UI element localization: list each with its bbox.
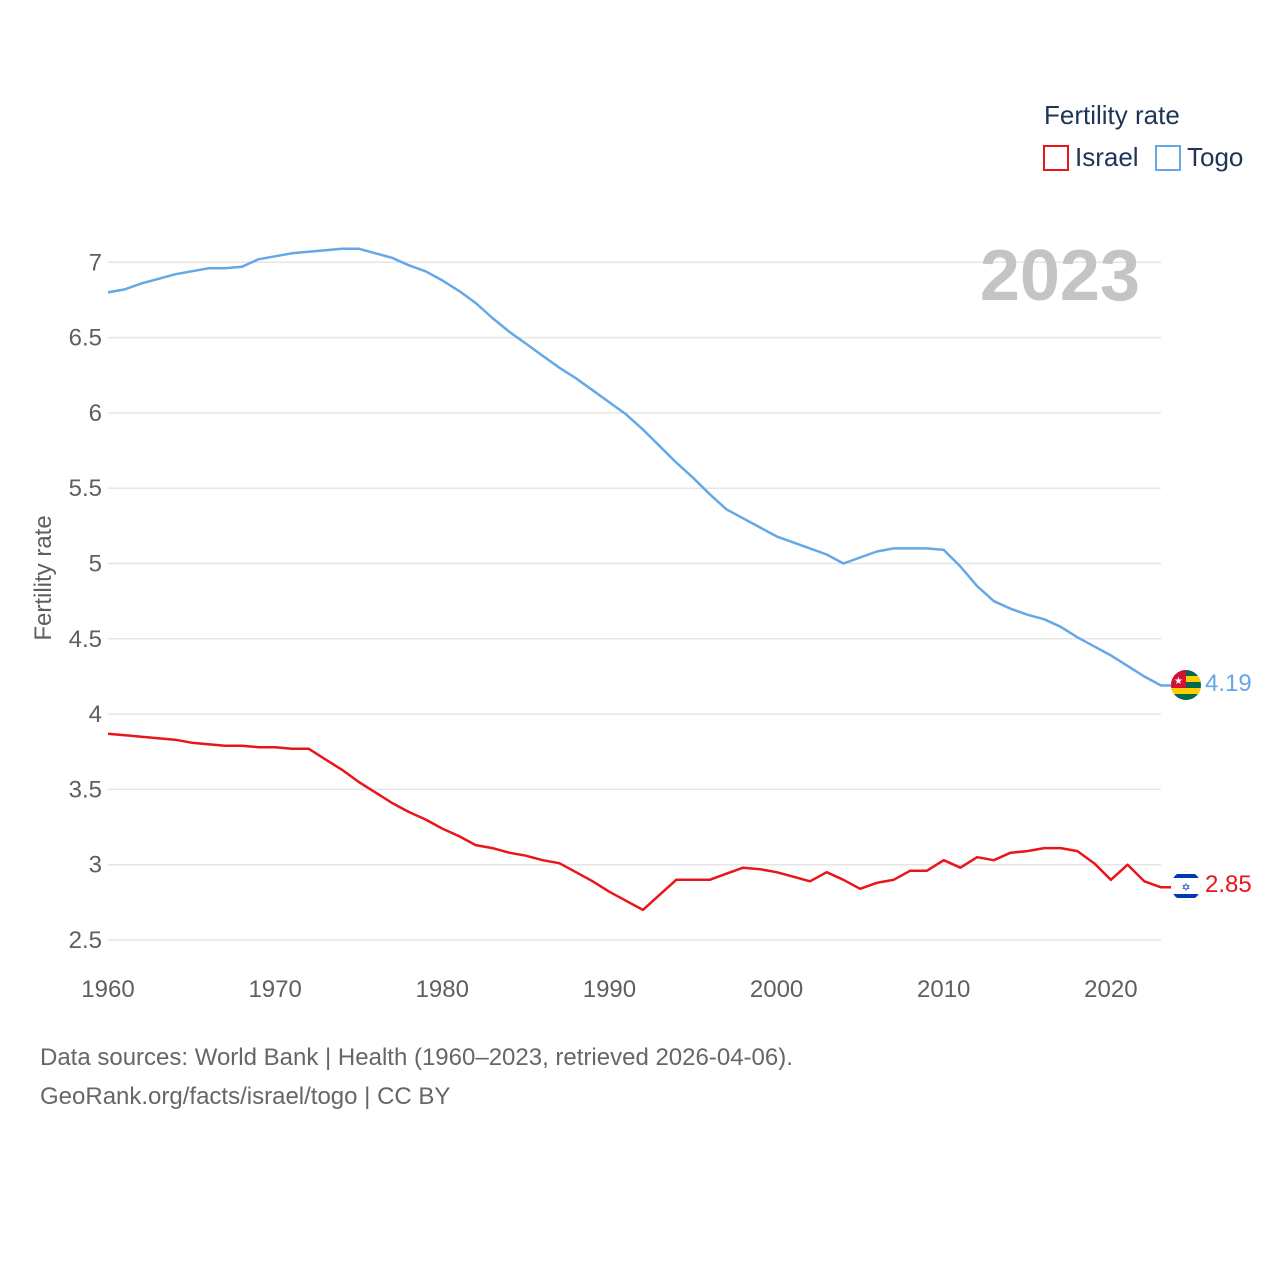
y-tick-label: 6 <box>89 400 102 427</box>
x-axis-ticks: 1960 1970 1980 1990 2000 2010 2020 <box>81 976 1137 1003</box>
x-tick-label: 1960 <box>81 976 134 1003</box>
legend: Fertility rate Israel Togo <box>1043 100 1243 172</box>
y-tick-label: 4 <box>89 701 102 728</box>
y-tick-label: 5 <box>89 551 102 578</box>
svg-text:★: ★ <box>1174 676 1183 687</box>
y-tick-label: 3.5 <box>69 776 102 803</box>
y-tick-label: 5.5 <box>69 475 102 502</box>
svg-text:✡: ✡ <box>1181 881 1190 894</box>
x-tick-label: 2010 <box>917 976 970 1003</box>
legend-swatch-israel <box>1043 145 1069 171</box>
y-tick-label: 2.5 <box>69 927 102 954</box>
series-line-togo <box>107 247 1171 687</box>
y-axis-label: Fertility rate <box>30 515 57 640</box>
x-tick-label: 1980 <box>416 976 469 1003</box>
gridlines <box>108 261 1161 941</box>
y-axis-ticks: 2.5 3 3.5 4 4.5 5 5.5 6 6.5 7 <box>69 249 102 954</box>
fertility-rate-chart: 2.5 3 3.5 4 4.5 5 5.5 6 6.5 7 1960 1970 1980 1990 200… <box>30 100 1252 1003</box>
israel-end-value: 2.85 <box>1205 871 1252 898</box>
x-tick-label: 1970 <box>248 976 301 1003</box>
y-tick-label: 3 <box>89 852 102 879</box>
series-line-israel <box>107 732 1171 912</box>
x-tick-label: 2000 <box>750 976 803 1003</box>
year-watermark: 2023 <box>980 236 1140 316</box>
legend-title: Fertility rate <box>1044 100 1180 130</box>
x-tick-label: 1990 <box>583 976 636 1003</box>
legend-swatch-togo <box>1155 145 1181 171</box>
legend-label-israel: Israel <box>1075 142 1139 172</box>
y-tick-label: 4.5 <box>69 626 102 653</box>
israel-flag-icon: ✡ <box>1171 871 1201 901</box>
y-tick-label: 6.5 <box>69 325 102 352</box>
y-tick-label: 7 <box>89 249 102 276</box>
togo-end-value: 4.19 <box>1205 670 1252 697</box>
footer-credit: GeoRank.org/facts/israel/togo | CC BY <box>40 1083 451 1110</box>
series-lines <box>107 247 1171 912</box>
legend-label-togo: Togo <box>1187 142 1243 172</box>
x-tick-label: 2020 <box>1084 976 1137 1003</box>
togo-flag-icon: ★ <box>1171 670 1201 700</box>
footer-sources: Data sources: World Bank | Health (1960–… <box>40 1044 793 1071</box>
